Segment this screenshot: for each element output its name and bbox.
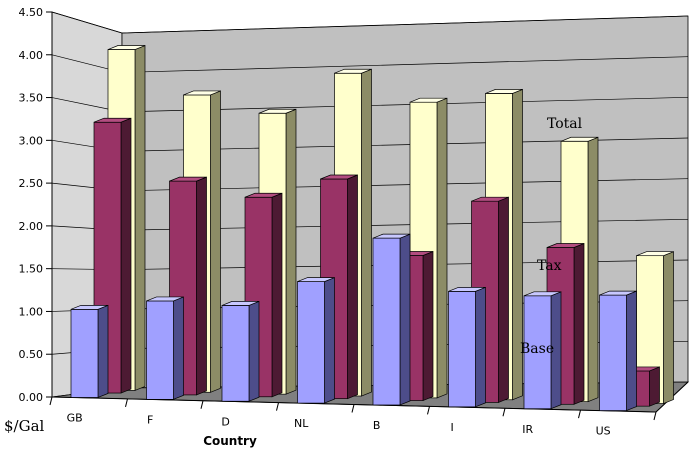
x-tick-mark	[125, 398, 128, 407]
x-tick-mark	[200, 400, 204, 409]
category-label-ir: IR	[522, 423, 533, 436]
x-tick-mark	[502, 408, 506, 417]
category-label-i: I	[451, 421, 454, 434]
bar-base-f	[146, 296, 184, 400]
category-label-nl: NL	[294, 417, 309, 430]
category-label-us: US	[596, 425, 611, 438]
category-label-d: D	[221, 415, 229, 428]
bar-base-gb	[70, 304, 109, 398]
y-tick-label: 4.00	[19, 49, 44, 62]
bar-base-b	[372, 233, 411, 406]
x-axis-title: Country	[203, 434, 257, 448]
y-tick-label: 1.00	[19, 305, 44, 318]
category-label-f: F	[147, 413, 153, 426]
bar-base-i	[448, 286, 486, 408]
x-tick-mark	[49, 396, 53, 406]
x-tick-mark	[578, 410, 581, 419]
series-label-base: Base	[520, 341, 554, 357]
y-tick-label: 0.00	[19, 391, 44, 404]
bar-base-nl	[297, 277, 335, 404]
gridline-back	[121, 56, 689, 73]
bar-base-us	[599, 290, 637, 412]
category-label-gb: GB	[67, 412, 83, 425]
y-axis-unit: $/Gal	[4, 417, 45, 435]
series-label-total: Total	[547, 116, 583, 132]
x-tick-mark	[351, 404, 355, 413]
x-tick-mark	[276, 402, 279, 411]
gridline-side	[51, 11, 123, 34]
bar-base-ir	[523, 291, 562, 410]
y-tick-label: 1.50	[19, 263, 44, 276]
y-tick-label: 0.50	[19, 348, 44, 361]
y-tick-label: 3.00	[19, 134, 44, 147]
x-tick-mark	[653, 411, 657, 421]
series-label-tax: Tax	[537, 258, 562, 274]
gridline-back	[121, 15, 689, 34]
category-label-b: B	[373, 419, 381, 432]
y-tick-label: 2.00	[19, 220, 44, 233]
y-tick-label: 2.50	[19, 177, 44, 190]
bar-base-d	[221, 300, 260, 402]
y-tick-label: 3.50	[19, 92, 44, 105]
x-tick-mark	[427, 406, 430, 415]
y-tick-label: 4.50	[19, 6, 44, 19]
